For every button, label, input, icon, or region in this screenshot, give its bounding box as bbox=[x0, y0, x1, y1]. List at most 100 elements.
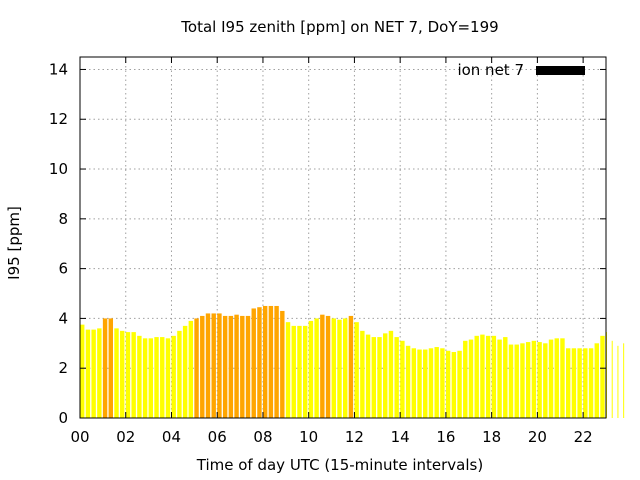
bar bbox=[468, 339, 474, 418]
bar bbox=[440, 348, 445, 418]
bar bbox=[331, 318, 336, 418]
bar bbox=[211, 313, 216, 418]
bar bbox=[400, 340, 405, 418]
bar bbox=[182, 325, 188, 418]
bar bbox=[531, 340, 537, 418]
bar bbox=[428, 348, 434, 418]
bar bbox=[480, 334, 485, 418]
bar bbox=[154, 337, 159, 418]
x-tick-label: 14 bbox=[391, 428, 410, 446]
bar bbox=[594, 343, 599, 418]
bar bbox=[297, 325, 302, 418]
bar bbox=[388, 330, 394, 418]
y-tick-label: 10 bbox=[49, 160, 68, 178]
bar bbox=[617, 345, 619, 418]
bar bbox=[508, 344, 514, 418]
bar bbox=[177, 330, 182, 418]
bar bbox=[165, 338, 171, 418]
bar bbox=[80, 324, 85, 418]
bar bbox=[257, 307, 262, 418]
bar bbox=[565, 348, 571, 418]
bar bbox=[308, 320, 314, 418]
bar bbox=[503, 337, 508, 418]
bar bbox=[131, 332, 136, 418]
y-tick-label: 0 bbox=[58, 409, 68, 427]
x-axis-label: Time of day UTC (15-minute intervals) bbox=[196, 456, 483, 474]
bar bbox=[354, 322, 359, 418]
bar bbox=[343, 318, 348, 418]
bar bbox=[485, 335, 491, 418]
bar bbox=[91, 329, 96, 418]
legend-label: ion net 7 bbox=[457, 61, 524, 79]
y-tick-label: 6 bbox=[58, 260, 68, 278]
bar bbox=[577, 348, 582, 418]
x-tick-label: 10 bbox=[299, 428, 318, 446]
bar bbox=[554, 338, 559, 418]
bar bbox=[571, 348, 577, 418]
bar bbox=[497, 339, 502, 418]
bar bbox=[314, 318, 319, 418]
bars bbox=[80, 305, 625, 418]
x-tick-label: 22 bbox=[574, 428, 593, 446]
bar bbox=[451, 352, 457, 418]
y-tick-label: 2 bbox=[58, 359, 68, 377]
bar bbox=[142, 338, 148, 418]
bar bbox=[251, 308, 256, 418]
bar bbox=[394, 337, 399, 418]
bar bbox=[320, 314, 325, 418]
x-tick-label: 12 bbox=[345, 428, 364, 446]
bar bbox=[457, 350, 462, 418]
bar bbox=[383, 333, 388, 418]
bar bbox=[274, 305, 279, 418]
bar bbox=[423, 349, 428, 418]
plot-frame bbox=[79, 56, 607, 419]
bar bbox=[520, 343, 525, 418]
y-tick-label: 4 bbox=[58, 309, 68, 327]
bar bbox=[268, 305, 274, 418]
y-tick-label: 8 bbox=[58, 210, 68, 228]
bar bbox=[262, 305, 268, 418]
bar bbox=[125, 332, 131, 418]
bar bbox=[445, 350, 451, 418]
bar bbox=[548, 339, 554, 418]
bar bbox=[205, 313, 211, 418]
x-tick-label: 18 bbox=[482, 428, 501, 446]
bar bbox=[228, 315, 234, 418]
bar bbox=[337, 319, 342, 418]
bar bbox=[325, 315, 331, 418]
bar bbox=[188, 320, 194, 418]
bar bbox=[623, 343, 625, 418]
bar bbox=[85, 329, 91, 418]
bar bbox=[114, 328, 119, 418]
bar bbox=[360, 330, 365, 418]
bar bbox=[588, 348, 594, 418]
bar bbox=[474, 335, 479, 418]
bar bbox=[491, 335, 497, 418]
bar bbox=[417, 349, 422, 418]
chart-title: Total I95 zenith [ppm] on NET 7, DoY=199 bbox=[180, 18, 498, 36]
bar bbox=[148, 338, 154, 418]
legend: ion net 7 bbox=[457, 61, 585, 79]
bar bbox=[222, 315, 228, 418]
bar bbox=[371, 337, 377, 418]
bar bbox=[234, 314, 239, 418]
x-tick-label: 16 bbox=[436, 428, 455, 446]
bar bbox=[240, 315, 245, 418]
bar bbox=[405, 345, 411, 418]
grid bbox=[80, 57, 606, 418]
bar bbox=[365, 334, 371, 418]
bar bbox=[217, 313, 222, 418]
bar bbox=[611, 340, 613, 418]
bar bbox=[280, 310, 285, 418]
bar bbox=[600, 335, 605, 418]
legend-swatch bbox=[536, 66, 585, 75]
bar bbox=[543, 343, 548, 418]
bar bbox=[120, 330, 125, 418]
bar bbox=[302, 325, 308, 418]
bar bbox=[245, 315, 251, 418]
bar bbox=[463, 340, 468, 418]
x-tick-label: 20 bbox=[528, 428, 547, 446]
bar bbox=[434, 347, 439, 418]
